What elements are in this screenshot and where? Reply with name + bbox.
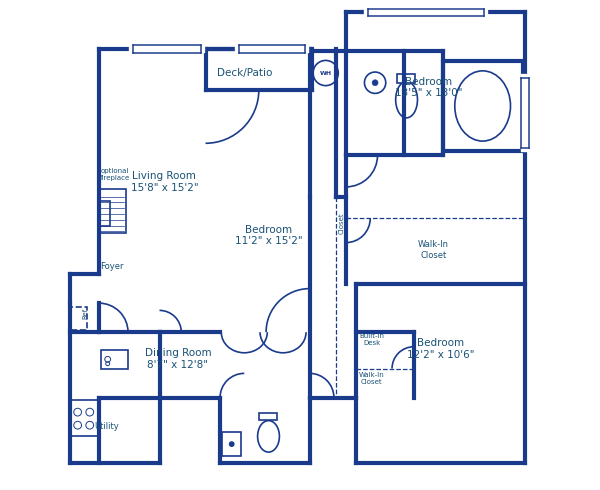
Bar [71,307,87,330]
Text: Bedroom
13'5" x 13'0": Bedroom 13'5" x 13'0" [395,77,462,98]
Text: optional
fireplace: optional fireplace [100,168,130,181]
Text: Ref: Ref [82,308,88,319]
Text: WH: WH [320,71,332,75]
Text: Walk-In
Closet: Walk-In Closet [418,240,449,260]
Bar [101,350,128,368]
Ellipse shape [257,420,280,452]
Text: Built-In
Desk: Built-In Desk [359,333,384,346]
Text: Dining Room
8'7" x 12'8": Dining Room 8'7" x 12'8" [145,348,211,369]
Ellipse shape [395,81,418,118]
Circle shape [372,80,378,86]
Text: Deck/Patio: Deck/Patio [217,68,272,78]
Bar [71,400,98,437]
Circle shape [313,60,338,86]
Text: Living Room
15'8" x 15'2": Living Room 15'8" x 15'2" [131,171,198,193]
Text: Closet: Closet [338,212,344,234]
Bar [99,189,125,233]
Bar [443,61,523,150]
Text: Bedroom
12'2" x 10'6": Bedroom 12'2" x 10'6" [407,339,474,360]
Circle shape [364,72,386,94]
Bar [259,413,277,420]
Bar [397,74,415,83]
Text: Bedroom
11'2" x 15'2": Bedroom 11'2" x 15'2" [235,224,302,246]
Text: Foyer: Foyer [100,262,124,271]
Text: Utility: Utility [94,422,119,431]
Circle shape [229,441,235,447]
Bar [223,433,241,456]
Text: Walk-In
Closet: Walk-In Closet [359,372,385,385]
